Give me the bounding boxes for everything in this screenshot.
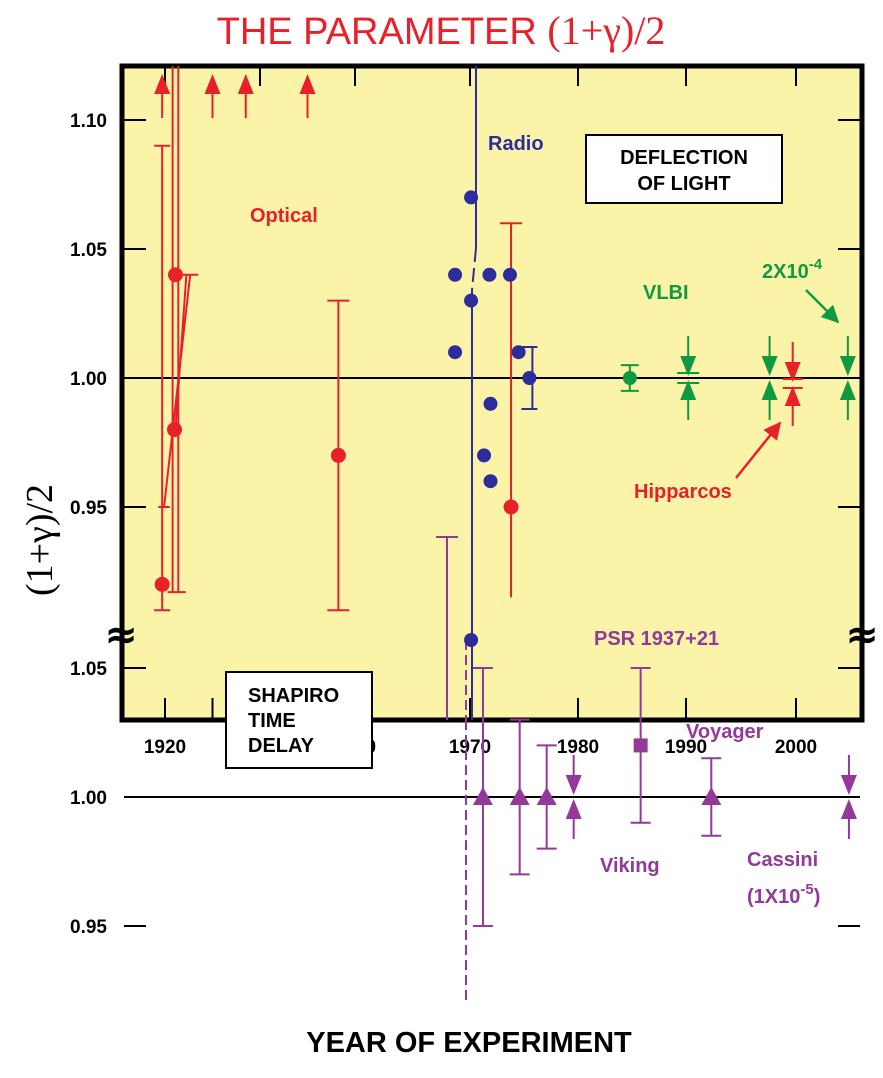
radio-data-point xyxy=(464,190,479,205)
radio-data-point xyxy=(483,474,498,489)
hipparcos-bound-arrow-up-head xyxy=(784,386,801,406)
y-tick-label: 1.10 xyxy=(70,111,107,132)
data-point-triangle xyxy=(509,787,530,805)
x-tick-label: 1920 xyxy=(144,737,186,758)
y-tick-label: 1.05 xyxy=(70,659,107,680)
shapiro-label-box xyxy=(225,671,373,769)
optical-error-bar xyxy=(163,274,192,508)
vlbi-bound-arrow-down-head xyxy=(680,356,697,376)
psr-data-point xyxy=(633,738,648,753)
optical-offscale-arrow-head xyxy=(237,74,254,94)
radio-data-point xyxy=(464,633,479,647)
annotation-voyager: Voyager xyxy=(686,721,764,743)
annotation-cassini: Cassini xyxy=(747,849,818,871)
shapiro-label-line3: DELAY xyxy=(248,735,315,757)
y-tick-label: 1.05 xyxy=(70,240,107,261)
annotation-cassini-precision: (1X10-5) xyxy=(747,881,820,908)
radio-data-point xyxy=(464,293,479,308)
y-tick-label: 1.00 xyxy=(70,788,107,809)
radio-data-point xyxy=(482,267,497,282)
deflection-label-box xyxy=(585,134,783,204)
deflection-label-line2: OF LIGHT xyxy=(637,173,730,195)
optical-data-point xyxy=(154,576,170,592)
optical-data-point xyxy=(330,447,346,463)
hipparcos-pointer xyxy=(735,421,782,479)
radio-data-point xyxy=(511,345,526,360)
radio-divider-line xyxy=(471,247,477,291)
vlbi-bound-arrow-up-head xyxy=(839,380,856,400)
x-tick-label: 1980 xyxy=(557,737,599,758)
optical-data-point xyxy=(503,499,519,515)
annotation-radio: Radio xyxy=(488,133,544,155)
radio-data-point xyxy=(483,396,498,411)
optical-error-bar xyxy=(174,274,188,430)
vlbi-precision-pointer xyxy=(805,289,840,324)
radio-data-point xyxy=(477,448,492,463)
data-point-triangle xyxy=(536,787,557,805)
y-tick-label: 0.95 xyxy=(70,498,107,519)
y-axis-label: (1+γ)/2 xyxy=(19,484,61,596)
annotation-hipparcos: Hipparcos xyxy=(634,481,732,503)
x-axis-label: YEAR OF EXPERIMENT xyxy=(306,1027,632,1059)
axis-break-right: ≈ xyxy=(845,612,879,658)
radio-data-point xyxy=(448,345,463,360)
vlbi-bound-arrow-down-head xyxy=(839,356,856,376)
optical-offscale-arrow-head xyxy=(299,74,316,94)
chart-title: THE PARAMETER (1+γ)/2 xyxy=(217,8,666,53)
hipparcos-bound-arrow-down-head xyxy=(784,362,801,382)
deflection-label-line1: DEFLECTION xyxy=(620,147,748,169)
vlbi-bound-arrow-up-head xyxy=(761,380,778,400)
shapiro-bound-arrow-down-head xyxy=(565,775,582,795)
shapiro-bound-arrow-up-head xyxy=(840,799,857,819)
shapiro-bound-arrow-down-head xyxy=(840,775,857,795)
axis-break-left: ≈ xyxy=(104,612,138,658)
x-tick-label: 1970 xyxy=(449,737,491,758)
annotation-vlbi: VLBI xyxy=(643,282,689,304)
shapiro-bound-arrow-up-head xyxy=(565,799,582,819)
shapiro-label-line2: TIME xyxy=(248,710,296,732)
annotation-precision-vlbi: 2X10-4 xyxy=(762,256,823,283)
optical-data-point xyxy=(167,422,182,438)
x-tick-label: 2000 xyxy=(775,737,817,758)
optical-offscale-arrow-head xyxy=(204,74,221,94)
optical-offscale-arrow-head xyxy=(154,74,171,94)
radio-data-point xyxy=(522,371,537,385)
annotation-viking: Viking xyxy=(600,855,660,877)
radio-data-point xyxy=(502,267,517,282)
annotation-psr: PSR 1937+21 xyxy=(594,628,719,650)
vlbi-data-point xyxy=(622,371,637,385)
y-tick-label: 0.95 xyxy=(70,917,107,938)
x-tick-label: 1990 xyxy=(665,737,707,758)
annotation-optical: Optical xyxy=(250,205,318,227)
vlbi-bound-arrow-down-head xyxy=(761,356,778,376)
data-point-triangle xyxy=(701,787,722,805)
radio-data-point xyxy=(448,267,463,282)
shapiro-label-line1: SHAPIRO xyxy=(248,685,339,707)
optical-data-point xyxy=(167,267,183,283)
y-tick-label: 1.00 xyxy=(70,369,107,390)
vlbi-bound-arrow-up-head xyxy=(680,380,697,400)
data-point-triangle xyxy=(472,787,493,805)
